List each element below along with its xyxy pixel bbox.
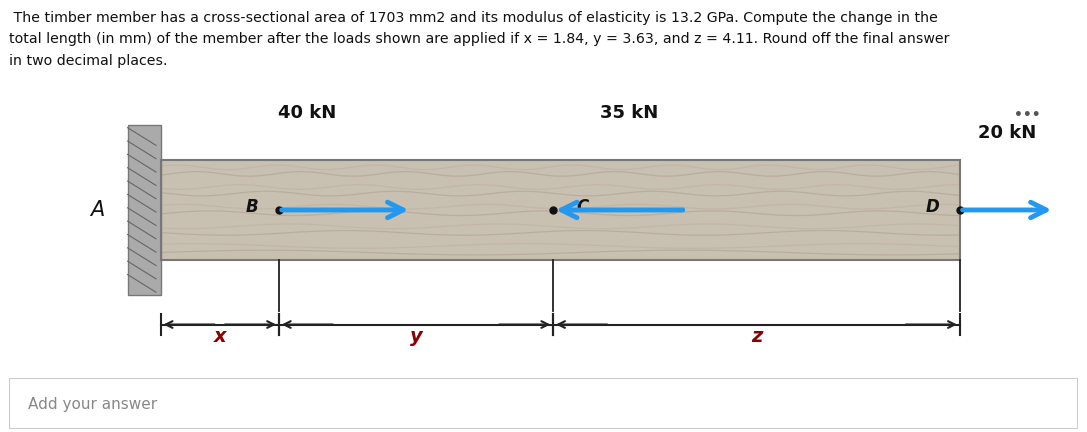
- Text: 20 kN: 20 kN: [978, 124, 1036, 143]
- Text: in two decimal places.: in two decimal places.: [9, 54, 167, 68]
- Bar: [161, 160, 960, 260]
- Text: 40 kN: 40 kN: [278, 104, 336, 122]
- Bar: [127, 125, 161, 295]
- Text: •••: •••: [1013, 108, 1040, 122]
- Text: The timber member has a cross-sectional area of 1703 mm2 and its modulus of elas: The timber member has a cross-sectional …: [9, 11, 938, 25]
- Text: y: y: [410, 327, 423, 346]
- Text: z: z: [751, 327, 762, 346]
- Text: A: A: [90, 200, 104, 220]
- Text: 35 kN: 35 kN: [600, 104, 658, 122]
- Text: total length (in mm) of the member after the loads shown are applied if x = 1.84: total length (in mm) of the member after…: [9, 32, 949, 46]
- Text: x: x: [213, 327, 226, 346]
- Bar: [161, 160, 960, 260]
- Text: B: B: [246, 198, 258, 216]
- Text: D: D: [925, 198, 939, 216]
- Text: C: C: [577, 198, 589, 216]
- Text: Add your answer: Add your answer: [28, 397, 158, 412]
